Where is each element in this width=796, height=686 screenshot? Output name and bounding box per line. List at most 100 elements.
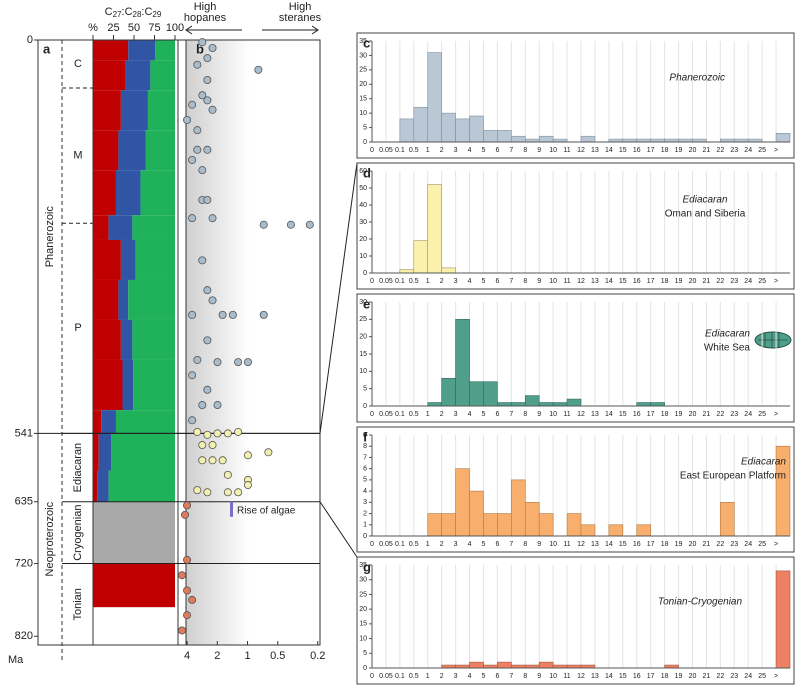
bar [580, 135, 596, 143]
y-tick-label: 35 [359, 562, 367, 569]
panel-label: Ediacaran [741, 457, 786, 468]
stack-segment [145, 130, 175, 171]
x-tick-label: 16 [633, 411, 641, 418]
bar [441, 377, 456, 407]
x-tick-label: 18 [661, 673, 669, 680]
bar [511, 402, 526, 407]
point [203, 96, 212, 105]
x-tick-label: 12 [577, 411, 585, 418]
x-tick-label: 1 [426, 673, 430, 680]
point [203, 145, 212, 154]
point [198, 91, 207, 100]
y-tick-label: 35 [359, 38, 367, 45]
x-tick-label: 0.5 [409, 411, 419, 418]
stack-segment [108, 470, 175, 502]
y-tick-label: 30 [359, 219, 367, 226]
y-tick-label: 5 [363, 124, 367, 131]
y-tick-label: 0 [363, 270, 367, 277]
x-tick-label: 0.5 [409, 278, 419, 285]
x-tick-label: 15 [619, 541, 627, 548]
x-tick-label: 0.05 [379, 541, 393, 548]
x-tick-label: 17 [647, 411, 655, 418]
bar [538, 402, 554, 407]
point [305, 220, 314, 229]
point [198, 401, 207, 410]
x-tick-label: 0.5 [270, 650, 285, 662]
bar [469, 115, 484, 143]
x-tick-label: 22 [716, 278, 724, 285]
bar [636, 402, 651, 407]
panel-letter: f [363, 429, 368, 444]
y-tick-label: 635 [15, 496, 33, 508]
point [208, 296, 217, 305]
x-tick-label: 21 [703, 673, 711, 680]
axis-note: High [289, 1, 312, 13]
x-tick-label: 10 [549, 411, 557, 418]
bar [497, 130, 512, 143]
y-tick-label: 5 [363, 477, 367, 484]
x-tick-label: 22 [716, 673, 724, 680]
stack-segment [98, 433, 112, 471]
bar [608, 524, 624, 537]
panel-letter: d [363, 165, 371, 180]
bar [469, 661, 484, 669]
bar [413, 107, 429, 143]
bar [483, 381, 498, 407]
x-tick-label: 21 [703, 541, 711, 548]
x-tick-label: 14 [605, 147, 613, 154]
x-tick-label: 22 [716, 411, 724, 418]
x-tick-label: 4 [468, 411, 472, 418]
y-tick-label: 20 [359, 81, 367, 88]
point [203, 286, 212, 295]
bar [580, 524, 596, 537]
x-tick-label: 6 [495, 541, 499, 548]
x-tick-label: 21 [703, 147, 711, 154]
x-tick-label: 25 [107, 22, 119, 34]
bar [399, 118, 415, 143]
panel-frame [356, 162, 795, 290]
connector [319, 162, 358, 434]
x-tick-label: 16 [633, 147, 641, 154]
x-tick-label: 7 [509, 411, 513, 418]
title-part: 27 [113, 10, 122, 19]
point [188, 371, 197, 380]
x-tick-label: 1 [426, 541, 430, 548]
y-tick-label: 5 [363, 650, 367, 657]
stack-segment [120, 319, 133, 360]
x-tick-label: > [774, 147, 778, 154]
x-tick-label: 12 [577, 541, 585, 548]
x-tick-label: 16 [633, 673, 641, 680]
x-tick-label: 75 [148, 22, 160, 34]
x-tick-label: 0.05 [379, 411, 393, 418]
axis-note: steranes [279, 12, 322, 24]
fossil-icon [754, 331, 792, 349]
stack-segment [93, 215, 109, 240]
stack-segment [93, 470, 98, 502]
panel-frame [356, 293, 795, 423]
y-tick-label: 7 [363, 454, 367, 461]
x-tick-label: 0.1 [395, 147, 405, 154]
bar [566, 398, 582, 407]
title-part: 29 [152, 10, 161, 19]
y-tick-label: 10 [359, 635, 367, 642]
panel-letter: b [196, 41, 204, 56]
x-tick-label: 15 [619, 147, 627, 154]
x-tick-label: 23 [730, 673, 738, 680]
x-tick-label: 24 [744, 673, 752, 680]
stack-segment [93, 170, 116, 216]
x-tick-label: 2 [440, 411, 444, 418]
y-tick-label: 30 [359, 299, 367, 306]
x-tick-label: 20 [689, 541, 697, 548]
point [198, 456, 207, 465]
stack-segment [93, 40, 129, 61]
x-tick-label: 17 [647, 673, 655, 680]
point [243, 451, 252, 460]
bar [427, 184, 442, 274]
bar [497, 402, 512, 407]
x-tick-label: 8 [523, 411, 527, 418]
point [188, 214, 197, 223]
x-tick-label: 0 [370, 541, 374, 548]
stack-segment [93, 410, 102, 434]
x-tick-label: 6 [495, 147, 499, 154]
x-tick-label: 11 [563, 278, 570, 285]
